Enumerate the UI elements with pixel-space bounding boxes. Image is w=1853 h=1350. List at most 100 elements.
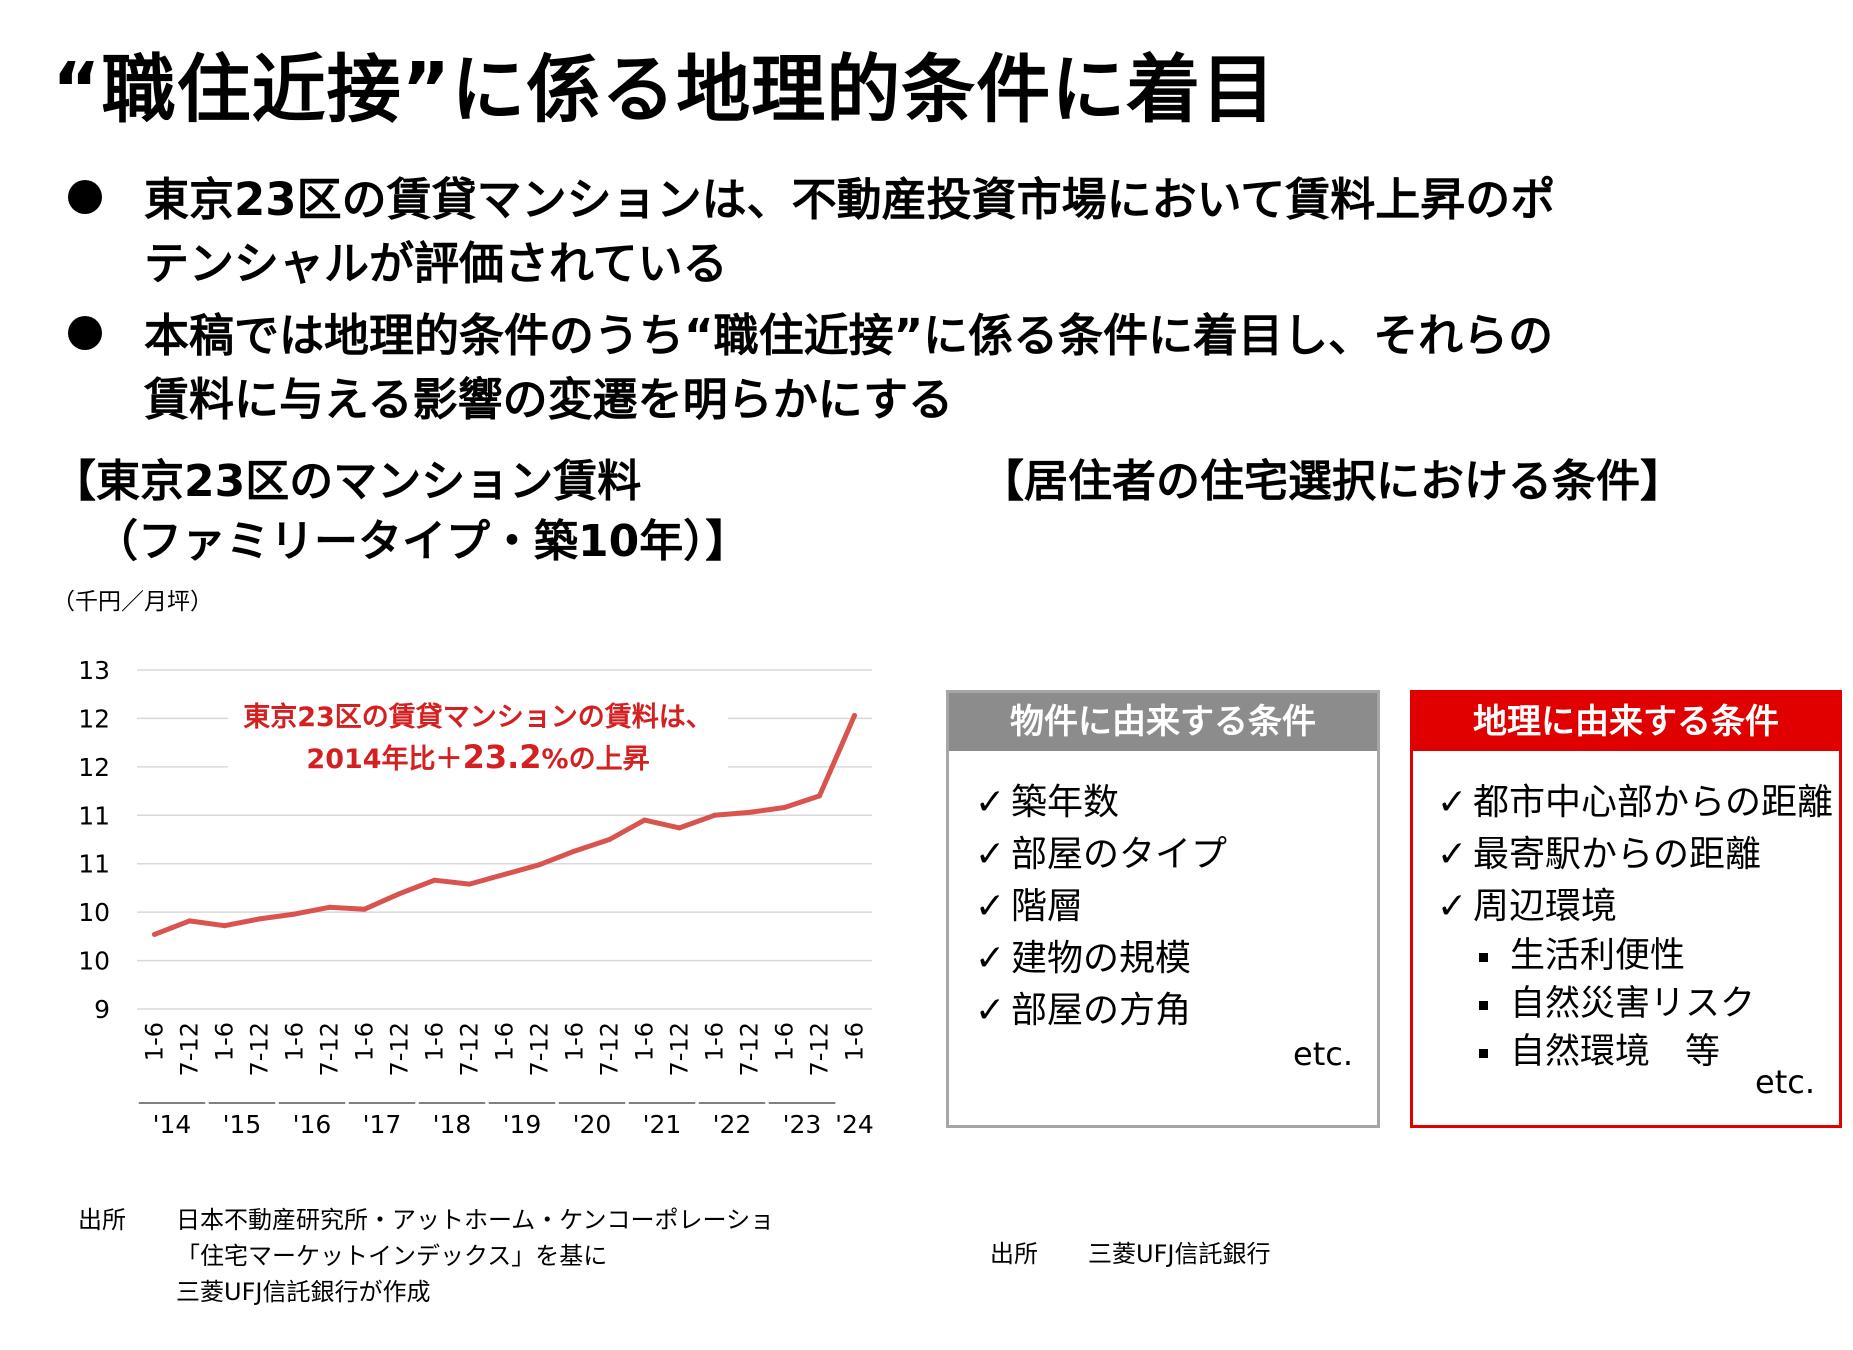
property-condition-label: 階層 — [1011, 886, 1084, 927]
right-source-value: 三菱UFJ信託銀行 — [1088, 1240, 1271, 1268]
property-condition-label: 部屋の方角 — [1011, 990, 1192, 1031]
bullet-line: テンシャルが評価されている — [144, 237, 728, 290]
x-tick-label: 1-6 — [491, 1022, 519, 1061]
geographic-subcondition-label: 生活利便性 — [1510, 936, 1686, 976]
data-point — [257, 916, 262, 922]
x-tick-label: 7-12 — [806, 1022, 834, 1076]
geographic-condition-item: ✓ 最寄駅からの距離 — [1437, 825, 1761, 877]
x-tick-label: 1-6 — [421, 1022, 449, 1061]
chart-heading: 【東京23区のマンション賃料 （ファミリータイプ・築10年）】 — [52, 452, 749, 572]
x-tick-label: 7-12 — [596, 1022, 624, 1076]
year-label: '17 — [363, 1110, 402, 1139]
bullet-line: 本稿では地理的条件のうち“職住近接”に係る条件に着目し、それらの — [144, 309, 1554, 362]
geographic-condition-item: ✓ 都市中心部からの距離 — [1437, 773, 1833, 825]
bullet-line: 賃料に与える影響の変遷を明らかにする — [144, 373, 954, 426]
bullet-square-icon — [1479, 1000, 1488, 1010]
geographic-subcondition: 自然環境 等 — [1479, 1023, 1720, 1074]
chart-heading-line: （ファミリータイプ・築10年）】 — [94, 516, 750, 567]
bullet-square-icon — [1479, 1048, 1488, 1058]
x-tick-label: 1-6 — [211, 1022, 239, 1061]
geographic-subcondition-label: 自然災害リスク — [1510, 984, 1756, 1024]
data-point — [677, 825, 682, 831]
data-point — [292, 911, 297, 917]
x-tick-label: 1-6 — [141, 1022, 169, 1061]
check-icon: ✓ — [1437, 886, 1468, 927]
geographic-etc: etc. — [1755, 1063, 1815, 1101]
x-tick-label: 7-12 — [316, 1022, 344, 1076]
left-source-line: 「住宅マーケットインデックス」を基に — [176, 1242, 608, 1270]
right-source-label: 出所 — [990, 1240, 1038, 1268]
x-tick-label: 1-6 — [561, 1022, 589, 1061]
data-point — [327, 904, 332, 910]
annotation-value: 23.2 — [463, 738, 542, 776]
x-tick-label: 1-6 — [771, 1022, 799, 1061]
property-condition-item: ✓ 階層 — [975, 877, 1083, 929]
right-source: 出所 三菱UFJ信託銀行 — [990, 1236, 1390, 1272]
geographic-condition-item: ✓ 周辺環境 — [1437, 877, 1617, 929]
y-tick-label: 9 — [94, 995, 110, 1024]
y-tick-label: 10 — [78, 947, 110, 976]
data-point — [747, 809, 752, 815]
data-point — [607, 837, 612, 842]
conditions-heading: 【居住者の住宅選択における条件】 — [980, 456, 1684, 507]
left-source-line: 三菱UFJ信託銀行が作成 — [176, 1278, 431, 1306]
data-point — [187, 918, 192, 924]
data-point — [502, 871, 507, 877]
left-source: 出所 日本不動産研究所・アットホーム・ケンコーポレーショ 「住宅マーケットインデ… — [78, 1202, 858, 1310]
page-title: “職住近接”に係る地理的条件に着目 — [52, 47, 1277, 133]
year-label: '15 — [223, 1110, 262, 1139]
left-source-label: 出所 — [78, 1206, 126, 1234]
geographic-subcondition-label: 自然環境 等 — [1510, 1032, 1721, 1072]
check-icon: ✓ — [975, 886, 1006, 927]
property-condition-item: ✓ 部屋の方角 — [975, 981, 1191, 1033]
x-tick-label: 7-12 — [456, 1022, 484, 1076]
x-tick-label: 1-6 — [701, 1022, 729, 1061]
y-tick-label: 13 — [78, 656, 110, 685]
chart-series — [152, 713, 857, 937]
year-label: '22 — [713, 1110, 752, 1139]
annotation-backdrop — [228, 695, 728, 783]
left-source-line: 日本不動産研究所・アットホーム・ケンコーポレーショ — [176, 1206, 775, 1234]
data-point — [572, 848, 577, 854]
annotation-prefix: 2014年比＋ — [306, 743, 462, 775]
year-label: '14 — [153, 1110, 192, 1139]
x-tick-label: 7-12 — [176, 1022, 204, 1076]
check-icon: ✓ — [975, 782, 1006, 823]
x-tick-label: 7-12 — [246, 1022, 274, 1076]
year-label: '23 — [783, 1110, 822, 1139]
y-tick-label: 11 — [78, 801, 110, 830]
check-icon: ✓ — [975, 834, 1006, 875]
chart-heading-line: 【東京23区のマンション賃料 — [52, 456, 642, 507]
data-point — [642, 817, 647, 823]
x-tick-label: 1-6 — [631, 1022, 659, 1061]
property-condition-item: ✓ 建物の規模 — [975, 929, 1191, 981]
geographic-subcondition: 生活利便性 — [1479, 927, 1685, 978]
y-tick-label: 10 — [78, 898, 110, 927]
annotation-suffix: %の上昇 — [542, 744, 650, 775]
year-label: '16 — [293, 1110, 332, 1139]
data-point — [397, 891, 402, 897]
data-point — [852, 713, 857, 719]
geographic-condition-label: 都市中心部からの距離 — [1473, 782, 1834, 823]
x-tick-label: 7-12 — [526, 1022, 554, 1076]
check-icon: ✓ — [1437, 834, 1468, 875]
y-tick-label: 12 — [78, 753, 110, 782]
bullet-square-icon — [1479, 952, 1488, 962]
data-point — [817, 793, 822, 799]
chart-year-labels: '14 '15 '16 '17 '18 '19 '20 '21 '22 '23 '24 — [138, 1102, 874, 1139]
data-point — [467, 881, 472, 887]
property-conditions-box: 物件に由来する条件 ✓ 築年数 ✓ 部屋のタイプ ✓ 階層 ✓ 建物の規模 ✓ 部屋の方角… — [946, 690, 1380, 1128]
x-tick-label: 1-6 — [351, 1022, 379, 1061]
geographic-condition-label: 周辺環境 — [1473, 886, 1618, 927]
property-condition-label: 建物の規模 — [1011, 938, 1192, 979]
annotation-line-2: 2014年比＋23.2%の上昇 — [306, 738, 649, 776]
year-label: '20 — [573, 1110, 612, 1139]
year-label: '18 — [433, 1110, 472, 1139]
data-point — [432, 877, 437, 883]
bullet-dot — [68, 316, 102, 350]
geographic-conditions-header: 地理に由来する条件 — [1413, 693, 1839, 751]
year-label: '24 — [835, 1110, 874, 1139]
y-tick-label: 11 — [78, 850, 110, 879]
property-etc: etc. — [1293, 1035, 1353, 1073]
